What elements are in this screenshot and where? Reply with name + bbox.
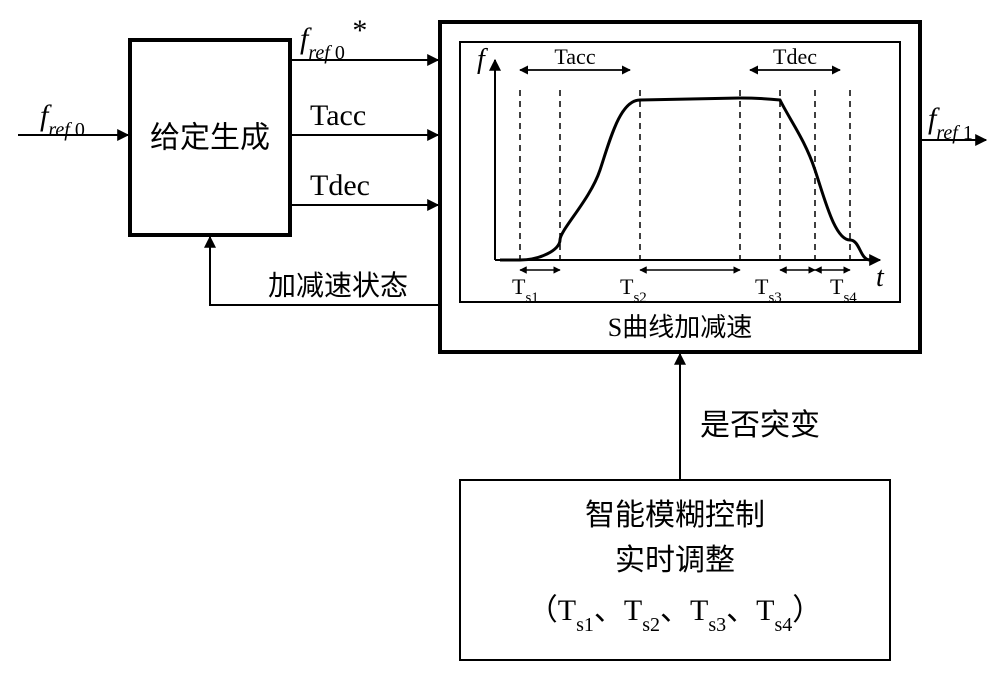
axis-f-label: f: [477, 44, 488, 75]
given-generation-label: 给定生成: [150, 122, 270, 155]
tacc-label: Tacc: [554, 44, 595, 69]
label-feedback: 加减速状态: [268, 270, 408, 302]
fuzzy-line-1: 智能模糊控制: [585, 499, 765, 532]
s-curve-inner-box: [460, 42, 900, 302]
fuzzy-params: （Ts1、Ts2、Ts3、Ts4）: [528, 594, 823, 636]
fuzzy-line-2: 实时调整: [615, 544, 735, 577]
s-curve-caption: S曲线加减速: [608, 313, 752, 342]
label-tacc: Tacc: [310, 99, 366, 132]
label-f-ref1: fref 1: [928, 102, 973, 144]
diagram-canvas: 给定生成智能模糊控制实时调整 （Ts1、Ts2、Ts3、Ts4） S曲线加减速 fre…: [0, 0, 1000, 685]
label-f-ref0-star: fref 0 *: [300, 14, 367, 64]
tdec-label: Tdec: [773, 44, 817, 69]
label-mutation: 是否突变: [700, 409, 820, 442]
axis-t-label: t: [876, 262, 885, 293]
label-tdec: Tdec: [310, 169, 370, 202]
